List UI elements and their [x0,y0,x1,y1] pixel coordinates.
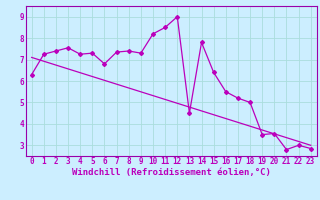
X-axis label: Windchill (Refroidissement éolien,°C): Windchill (Refroidissement éolien,°C) [72,168,271,177]
